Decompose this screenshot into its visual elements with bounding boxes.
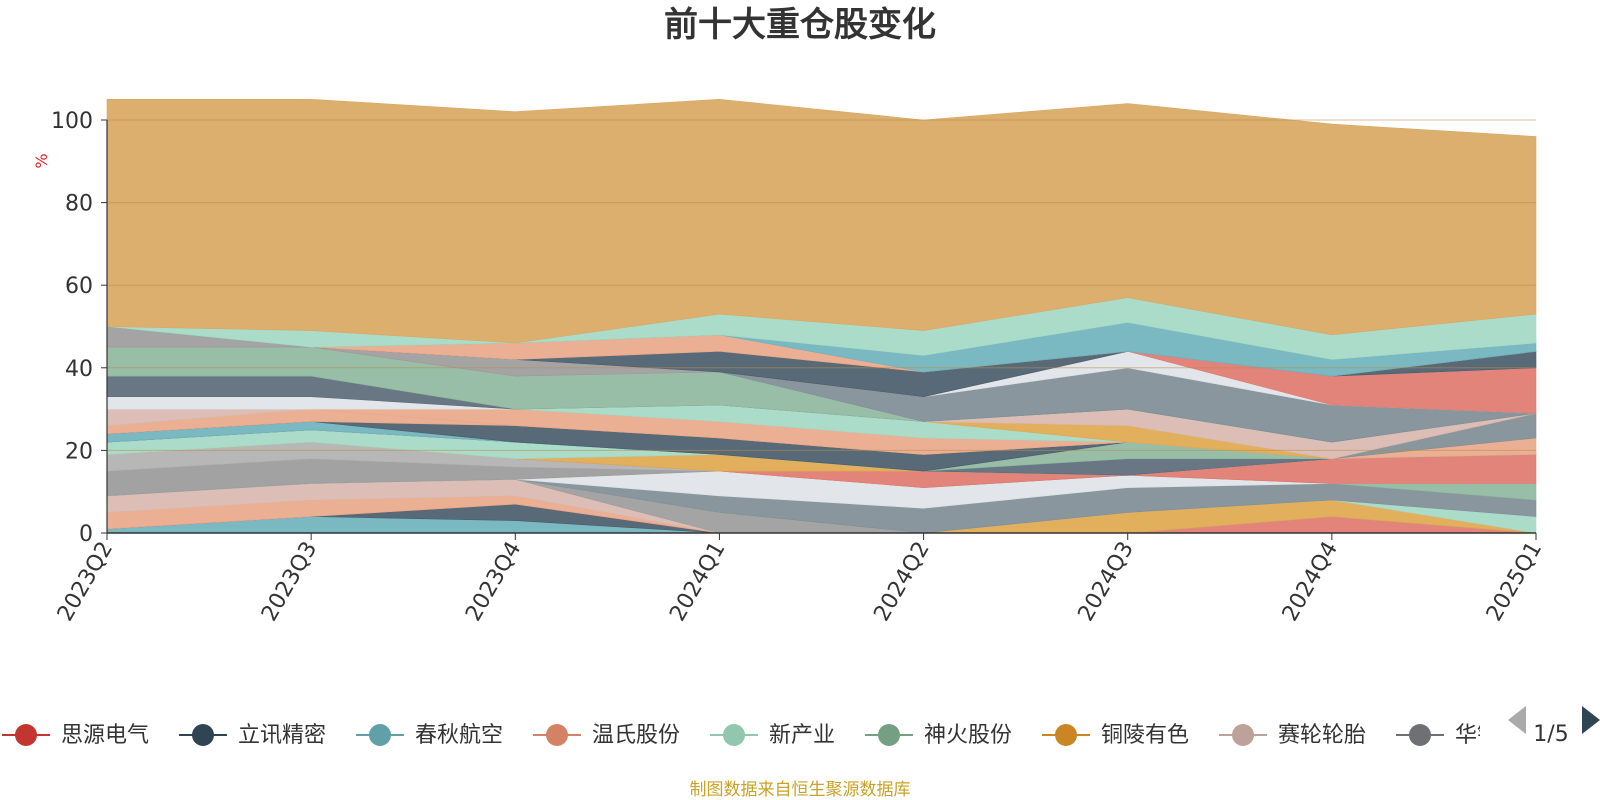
chart-title: 前十大重仓股变化 bbox=[664, 5, 936, 45]
y-tick-label: 80 bbox=[65, 192, 93, 217]
data-source-footer: 制图数据来自恒生聚源数据库 bbox=[690, 780, 911, 800]
legend-marker-icon bbox=[546, 724, 568, 746]
legend-marker-icon bbox=[192, 724, 214, 746]
x-tick-label: 2024Q4 bbox=[1278, 538, 1343, 626]
y-axis-label: % bbox=[32, 153, 51, 168]
legend-label: 立讯精密 bbox=[238, 723, 326, 748]
legend-item[interactable]: 温氏股份 bbox=[533, 723, 680, 748]
y-tick-label: 60 bbox=[65, 274, 93, 299]
legend-label: 思源电气 bbox=[61, 723, 149, 748]
x-axis-ticks: 2023Q2 2023Q3 2023Q4 2024Q1 2024Q2 2024Q3 2024… bbox=[53, 533, 1547, 626]
y-tick-label: 40 bbox=[65, 357, 93, 382]
legend-next-arrow-icon[interactable] bbox=[1582, 706, 1600, 734]
plot-area bbox=[106, 98, 1537, 534]
y-axis-ticks: 0 20 40 60 80 100 bbox=[51, 109, 107, 547]
legend-label: 春秋航空 bbox=[415, 723, 503, 748]
legend-marker-icon bbox=[878, 724, 900, 746]
legend-label: 铜陵有色 bbox=[1101, 723, 1189, 748]
legend-item[interactable]: 思源电气 bbox=[2, 723, 149, 748]
legend-marker-icon bbox=[369, 724, 391, 746]
legend-item[interactable]: 立讯精密 bbox=[179, 723, 326, 748]
y-tick-label: 0 bbox=[79, 522, 93, 547]
x-tick-label: 2024Q1 bbox=[665, 538, 730, 626]
legend-label: 华锋 bbox=[1455, 723, 1499, 748]
legend-marker-icon bbox=[1409, 724, 1431, 746]
y-tick-label: 100 bbox=[51, 109, 93, 134]
x-tick-label: 2024Q3 bbox=[1074, 538, 1139, 626]
legend-item[interactable]: 春秋航空 bbox=[356, 723, 503, 748]
axes bbox=[106, 120, 1536, 534]
x-tick-label: 2024Q2 bbox=[869, 538, 934, 626]
legend-label: 神火股份 bbox=[924, 723, 1012, 748]
legend-marker-icon bbox=[1232, 724, 1254, 746]
legend-page-indicator: 1/5 bbox=[1533, 722, 1568, 747]
legend[interactable]: 思源电气 立讯精密 春秋航空 温氏股份 新产业 神火股份 铜陵有色 赛轮轮胎 华锋 bbox=[2, 723, 1499, 748]
legend-marker-icon bbox=[15, 724, 37, 746]
area-band-40 bbox=[106, 98, 1537, 344]
x-tick-label: 2023Q4 bbox=[461, 538, 526, 626]
legend-label: 赛轮轮胎 bbox=[1278, 723, 1366, 748]
legend-label: 新产业 bbox=[769, 723, 835, 748]
x-tick-label: 2023Q2 bbox=[53, 538, 118, 626]
legend-marker-icon bbox=[1055, 724, 1077, 746]
legend-item[interactable]: 铜陵有色 bbox=[1042, 723, 1189, 748]
legend-marker-icon bbox=[723, 724, 745, 746]
legend-item[interactable]: 华锋 bbox=[1396, 723, 1499, 748]
x-tick-label: 2025Q1 bbox=[1482, 538, 1547, 626]
legend-item[interactable]: 神火股份 bbox=[865, 723, 1012, 748]
x-tick-label: 2023Q3 bbox=[257, 538, 322, 626]
legend-item[interactable]: 赛轮轮胎 bbox=[1219, 723, 1366, 748]
grid-lines bbox=[107, 119, 1536, 451]
legend-label: 温氏股份 bbox=[592, 723, 680, 748]
y-tick-label: 20 bbox=[65, 439, 93, 464]
legend-prev-arrow-icon[interactable] bbox=[1508, 706, 1526, 734]
legend-pager: 1/5 bbox=[1508, 706, 1600, 747]
legend-item[interactable]: 新产业 bbox=[710, 723, 835, 748]
